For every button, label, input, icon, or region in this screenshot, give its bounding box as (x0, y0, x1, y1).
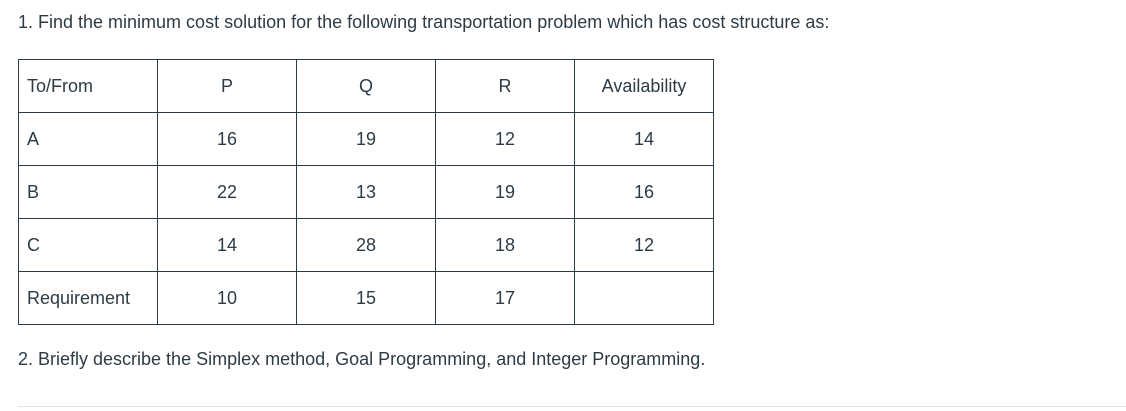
table-cell: 19 (435, 165, 575, 219)
table-cell: 14 (157, 218, 297, 272)
table-row: A 16 19 12 14 (18, 112, 714, 166)
table-cell: 12 (574, 218, 714, 272)
table-cell: B (18, 165, 158, 219)
table-row: Requirement 10 15 17 (18, 271, 714, 325)
cost-table: To/From P Q R Availability A 16 19 12 14 B 22 13 19 16… (18, 59, 714, 325)
table-cell: 16 (574, 165, 714, 219)
divider (18, 406, 1126, 407)
table-cell: 13 (296, 165, 436, 219)
table-cell: 10 (157, 271, 297, 325)
table-cell: Availability (574, 59, 714, 113)
table-cell: Q (296, 59, 436, 113)
table-cell: 16 (157, 112, 297, 166)
header-row: To/From P Q R Availability (18, 59, 714, 113)
table-cell (574, 271, 714, 325)
table-cell: 12 (435, 112, 575, 166)
table-cell: 28 (296, 218, 436, 272)
table-row: B 22 13 19 16 (18, 165, 714, 219)
table-cell: 22 (157, 165, 297, 219)
table-cell: 19 (296, 112, 436, 166)
table-cell: Requirement (18, 271, 158, 325)
table-cell: C (18, 218, 158, 272)
table-cell: To/From (18, 59, 158, 113)
table-cell: P (157, 59, 297, 113)
table-cell: R (435, 59, 575, 113)
table-cell: 18 (435, 218, 575, 272)
question-text: 2. Briefly describe the Simplex method, … (18, 349, 706, 369)
table-cell: 14 (574, 112, 714, 166)
question-text: 1. Find the minimum cost solution for th… (18, 12, 830, 32)
table-cell: A (18, 112, 158, 166)
table-cell: 15 (296, 271, 436, 325)
table-row: C 14 28 18 12 (18, 218, 714, 272)
table-cell: 17 (435, 271, 575, 325)
